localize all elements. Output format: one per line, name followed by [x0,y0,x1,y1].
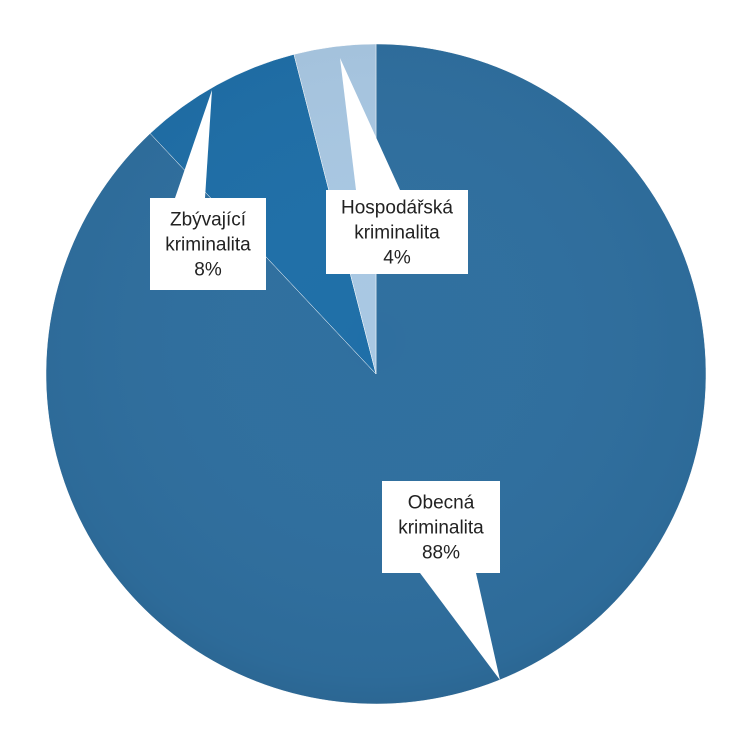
slice-percent-label: 4% [383,248,411,269]
callout-box [382,481,500,573]
callout-pointer [175,90,212,198]
slice-category-label: Obecná [408,493,475,514]
pie-callouts: Obecná kriminalita 88% Zbývající kriminalita… [150,58,500,680]
slice-category-label: kriminalita [354,223,440,244]
callout-1: Zbývající kriminalita 8% [150,90,266,290]
slice-category-label: kriminalita [165,235,251,256]
slice-percent-label: 88% [422,543,460,564]
callout-0: Obecná kriminalita 88% [382,481,500,680]
callout-pointer [420,573,500,680]
slice-category-label: Hospodářská [341,198,453,219]
callout-box [326,190,468,274]
callout-box [150,198,266,290]
slice-percent-label: 8% [194,260,222,281]
slice-category-label: Zbývající [170,210,247,231]
slice-category-label: kriminalita [398,518,484,539]
callout-2: Hospodářská kriminalita 4% [326,58,468,274]
callout-pointer [340,58,400,190]
